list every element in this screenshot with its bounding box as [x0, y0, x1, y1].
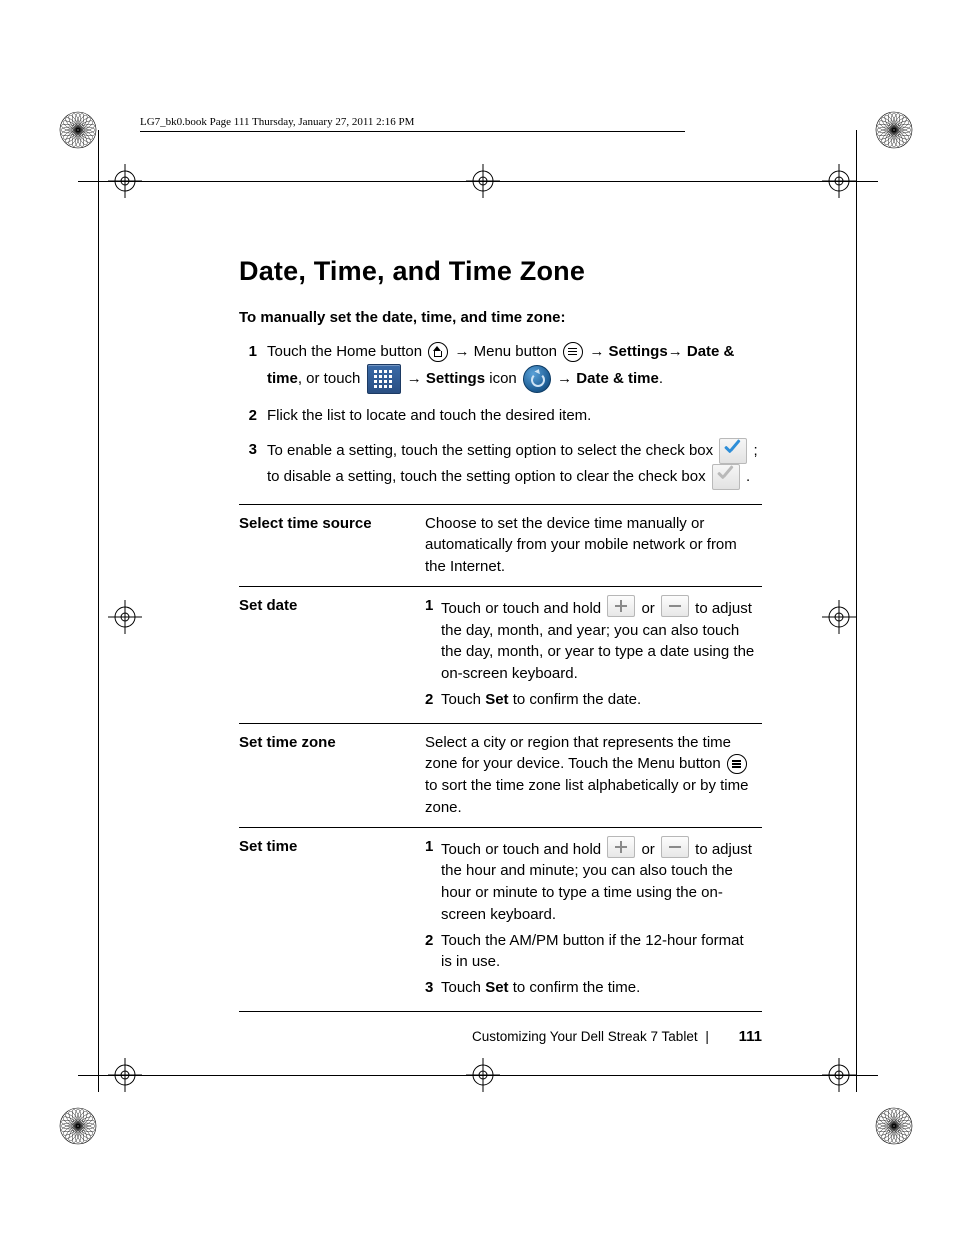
row-label: Set time zone — [239, 723, 425, 827]
registration-mark-icon — [822, 600, 856, 634]
text: Select a city or region that represents … — [425, 734, 731, 773]
step-1: Touch the Home button → Menu button → Se… — [239, 340, 762, 394]
crop-line — [78, 1075, 878, 1076]
section-subhead: To manually set the date, time, and time… — [239, 309, 762, 326]
apps-grid-icon — [367, 364, 401, 394]
home-icon — [428, 342, 448, 362]
step1-text: icon — [485, 370, 521, 387]
arrow-icon: → — [557, 371, 572, 387]
spirograph-mark-icon — [58, 110, 98, 150]
settings-icon — [523, 365, 551, 393]
table-row: Set time zone Select a city or region th… — [239, 723, 762, 827]
text: or — [641, 841, 659, 858]
crop-line — [98, 130, 99, 1092]
step3-text: To enable a setting, touch the setting o… — [267, 441, 717, 458]
step-3: To enable a setting, touch the setting o… — [239, 438, 762, 490]
step1-text: Touch the Home button — [267, 343, 426, 360]
checkbox-on-icon — [719, 438, 747, 464]
footer-divider: | — [705, 1029, 709, 1044]
content: Date, Time, and Time Zone To manually se… — [239, 256, 762, 1012]
arrow-icon: → — [454, 344, 469, 360]
row-label: Set date — [239, 586, 425, 723]
page-title: Date, Time, and Time Zone — [239, 256, 762, 287]
step1-text: . — [659, 370, 663, 387]
row-desc: Select a city or region that represents … — [425, 723, 762, 827]
step3-text: . — [746, 467, 750, 484]
substep: Touch Set to confirm the date. — [425, 689, 756, 711]
text: Touch or touch and hold — [441, 600, 605, 617]
settings-label: Settings — [609, 343, 668, 360]
arrow-icon: → — [589, 344, 604, 360]
substep: Touch the AM/PM button if the 12-hour fo… — [425, 930, 756, 974]
crop-line — [856, 130, 857, 1092]
footer-chapter: Customizing Your Dell Streak 7 Tablet — [472, 1029, 698, 1044]
substep: Touch or touch and hold or to adjust the… — [425, 595, 756, 685]
table-row: Select time source Choose to set the dev… — [239, 504, 762, 586]
menu-icon — [563, 342, 583, 362]
text: or — [641, 600, 659, 617]
minus-icon — [661, 836, 689, 858]
checkbox-off-icon — [712, 464, 740, 490]
arrow-icon: → — [668, 344, 683, 360]
text: to confirm the date. — [509, 691, 642, 708]
substep: Touch Set to confirm the time. — [425, 977, 756, 999]
plus-icon — [607, 595, 635, 617]
page-number: 111 — [739, 1028, 762, 1045]
settings-label: Settings — [426, 370, 485, 387]
text: Touch — [441, 979, 485, 996]
step1-text: Menu button — [474, 343, 562, 360]
crop-line — [78, 181, 878, 182]
set-label: Set — [485, 979, 508, 996]
row-desc: Touch or touch and hold or to adjust the… — [425, 827, 762, 1011]
minus-icon — [661, 595, 689, 617]
table-row: Set date Touch or touch and hold or to a… — [239, 586, 762, 723]
steps-list: Touch the Home button → Menu button → Se… — [239, 340, 762, 490]
row-label: Set time — [239, 827, 425, 1011]
text: Touch or touch and hold — [441, 841, 605, 858]
arrow-icon: → — [407, 371, 422, 387]
row-desc: Touch or touch and hold or to adjust the… — [425, 586, 762, 723]
text: to sort the time zone list alphabeticall… — [425, 777, 748, 816]
row-desc: Choose to set the device time manually o… — [425, 504, 762, 586]
spirograph-mark-icon — [874, 1106, 914, 1146]
registration-mark-icon — [108, 600, 142, 634]
step1-text: , or touch — [298, 370, 365, 387]
step-2: Flick the list to locate and touch the d… — [239, 404, 762, 427]
date-time-label: Date & time — [576, 370, 659, 387]
plus-icon — [607, 836, 635, 858]
spirograph-mark-icon — [58, 1106, 98, 1146]
text: to confirm the time. — [509, 979, 641, 996]
crop-line — [140, 131, 685, 132]
spirograph-mark-icon — [874, 110, 914, 150]
text: Touch — [441, 691, 485, 708]
settings-table: Select time source Choose to set the dev… — [239, 504, 762, 1012]
substep: Touch or touch and hold or to adjust the… — [425, 836, 756, 926]
table-row: Set time Touch or touch and hold or to a… — [239, 827, 762, 1011]
running-head: LG7_bk0.book Page 111 Thursday, January … — [140, 116, 414, 128]
set-label: Set — [485, 691, 508, 708]
page: LG7_bk0.book Page 111 Thursday, January … — [0, 0, 954, 1235]
row-label: Select time source — [239, 504, 425, 586]
menu-icon — [727, 754, 747, 774]
page-footer: Customizing Your Dell Streak 7 Tablet | … — [472, 1028, 762, 1045]
